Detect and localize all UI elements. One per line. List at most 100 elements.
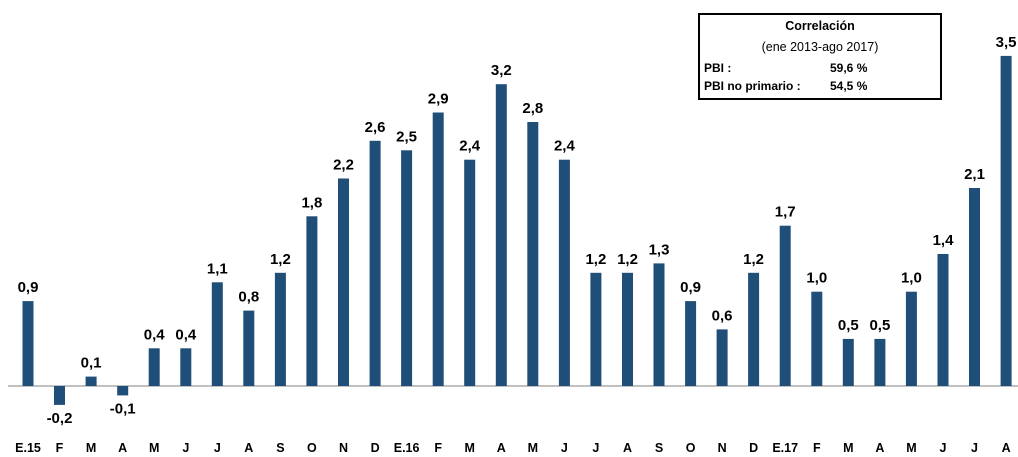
x-tick-label: J xyxy=(561,441,568,455)
data-label: 1,4 xyxy=(933,232,955,249)
x-tick-label: E.15 xyxy=(15,441,41,455)
bar xyxy=(969,188,980,386)
data-label: 3,2 xyxy=(491,62,512,79)
x-tick-label: F xyxy=(434,441,442,455)
data-label: 1,1 xyxy=(207,260,228,277)
x-tick-label: A xyxy=(118,441,127,455)
data-label: 0,9 xyxy=(680,279,701,296)
bar xyxy=(338,178,349,386)
x-tick-label: J xyxy=(214,441,221,455)
bar xyxy=(905,291,917,386)
bar xyxy=(590,272,602,386)
bar xyxy=(243,310,255,386)
data-label: 0,6 xyxy=(712,307,733,324)
x-tick-label: M xyxy=(843,441,853,455)
data-label: 2,9 xyxy=(428,91,449,108)
x-tick-label: M xyxy=(906,441,916,455)
data-label: 2,4 xyxy=(459,138,481,155)
bar xyxy=(306,216,318,386)
data-label: 2,8 xyxy=(522,100,543,117)
x-tick-label: A xyxy=(244,441,253,455)
bar xyxy=(274,272,286,386)
bar xyxy=(401,150,413,387)
bar xyxy=(117,386,129,396)
data-label: 3,5 xyxy=(996,34,1017,51)
bar xyxy=(1000,55,1012,387)
correlation-period: (ene 2013-ago 2017) xyxy=(761,40,879,54)
bar xyxy=(464,159,476,386)
x-tick-label: J xyxy=(940,441,947,455)
correlation-label-pbi-no-primario: PBI no primario : xyxy=(704,79,801,93)
bar xyxy=(495,84,507,386)
data-label: -0,1 xyxy=(110,400,136,417)
data-label: 0,5 xyxy=(869,317,890,334)
bar xyxy=(211,282,223,386)
bar xyxy=(369,140,381,386)
x-tick-label: D xyxy=(749,441,758,455)
data-label: 2,4 xyxy=(554,138,576,155)
data-label: 2,6 xyxy=(365,119,386,136)
bar xyxy=(54,386,65,405)
bar xyxy=(685,301,697,386)
data-label: 2,5 xyxy=(396,128,417,145)
x-tick-label: M xyxy=(149,441,159,455)
x-tick-label: J xyxy=(971,441,978,455)
x-tick-label: J xyxy=(182,441,189,455)
x-tick-label: E.16 xyxy=(394,441,420,455)
data-label: 1,8 xyxy=(301,194,322,211)
x-tick-label: O xyxy=(307,441,317,455)
correlation-value-pbi: 59,6 % xyxy=(830,61,868,75)
correlation-box: Correlación (ene 2013-ago 2017) PBI : 59… xyxy=(698,13,942,100)
data-label: 1,2 xyxy=(270,251,291,268)
bar xyxy=(148,348,160,386)
x-tick-label: S xyxy=(276,441,284,455)
data-label: 0,5 xyxy=(838,317,859,334)
data-label: 1,2 xyxy=(617,251,638,268)
bar xyxy=(811,291,823,386)
data-label: 2,1 xyxy=(964,166,985,183)
x-tick-label: M xyxy=(528,441,538,455)
data-label: 0,8 xyxy=(238,289,259,306)
x-tick-label: O xyxy=(686,441,696,455)
bar xyxy=(874,338,886,386)
data-label: 2,2 xyxy=(333,157,354,174)
data-label: 1,0 xyxy=(806,270,827,287)
x-tick-label: J xyxy=(592,441,599,455)
data-label: 0,4 xyxy=(175,326,197,343)
x-tick-label: E.17 xyxy=(772,441,798,455)
x-tick-label: S xyxy=(655,441,663,455)
bar xyxy=(432,112,444,386)
x-tick-label: F xyxy=(56,441,64,455)
data-label: 1,2 xyxy=(743,251,764,268)
data-label: -0,2 xyxy=(47,410,73,427)
data-label: 1,2 xyxy=(585,251,606,268)
bar xyxy=(527,122,539,386)
x-tick-label: A xyxy=(875,441,884,455)
data-label: 0,9 xyxy=(18,279,39,296)
bar xyxy=(85,376,97,386)
x-tick-label: N xyxy=(718,441,727,455)
x-tick-label: M xyxy=(464,441,474,455)
data-label: 0,4 xyxy=(144,326,166,343)
x-tick-label: M xyxy=(86,441,96,455)
x-tick-label: A xyxy=(623,441,632,455)
bar xyxy=(622,272,633,386)
bar xyxy=(180,348,192,386)
data-label: 1,0 xyxy=(901,270,922,287)
bar xyxy=(653,263,665,386)
data-label: 1,3 xyxy=(649,241,670,258)
bar xyxy=(779,225,791,386)
x-tick-label: F xyxy=(813,441,821,455)
data-label: 1,7 xyxy=(775,204,796,221)
bar xyxy=(716,329,728,386)
correlation-value-pbi-no-primario: 54,5 % xyxy=(830,79,868,93)
bar xyxy=(558,159,570,386)
bar xyxy=(937,254,949,386)
x-tick-label: D xyxy=(371,441,380,455)
data-label: 0,1 xyxy=(81,355,102,372)
bar xyxy=(842,338,854,386)
bar xyxy=(22,301,34,386)
x-tick-label: A xyxy=(497,441,506,455)
correlation-label-pbi: PBI : xyxy=(704,61,732,75)
